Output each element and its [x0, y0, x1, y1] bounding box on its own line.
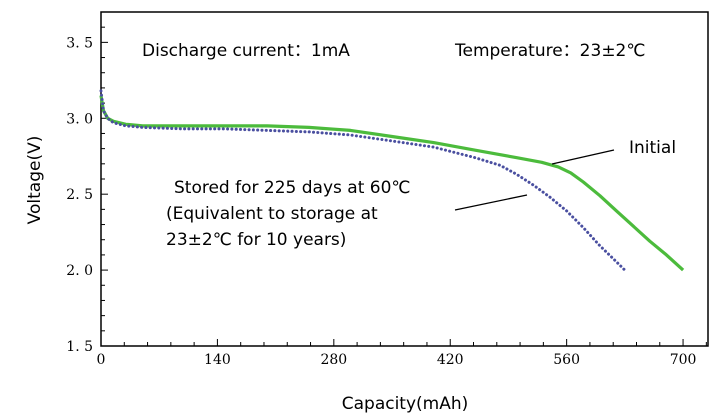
- x-tick-label: 560: [553, 352, 580, 368]
- y-axis-label: Voltage(V): [25, 136, 45, 225]
- y-tick-label: 3. 0: [66, 111, 93, 127]
- temperature-annotation: Temperature：23±2℃: [454, 41, 645, 61]
- stored-label-line1: Stored for 225 days at 60℃: [174, 178, 411, 198]
- y-tick-label: 2. 0: [66, 263, 93, 279]
- y-tick-label: 1. 5: [66, 339, 93, 355]
- y-tick-label: 3. 5: [66, 35, 93, 51]
- stored-leader-line: [454, 194, 528, 211]
- initial-series-line: [99, 95, 685, 272]
- initial-label: Initial: [629, 138, 676, 158]
- series-group: [99, 89, 685, 272]
- x-tick-label: 140: [204, 352, 231, 368]
- stored-series-line: [99, 89, 627, 272]
- initial-leader-line: [551, 149, 615, 165]
- y-tick-label: 2. 5: [66, 187, 93, 203]
- ticks: 1. 5 2. 0 2. 5 3. 0 3. 5 0 140 280 420 560 700: [66, 11, 707, 368]
- x-tick-label: 280: [320, 352, 347, 368]
- x-tick-label: 0: [97, 352, 106, 368]
- discharge-annotation: Discharge current：1mA: [142, 41, 350, 61]
- x-tick-label: 700: [670, 352, 697, 368]
- stored-label-line2: (Equivalent to storage at: [166, 204, 378, 224]
- x-axis-label: Capacity(mAh): [342, 394, 469, 414]
- stored-label-line3: 23±2℃ for 10 years): [166, 230, 346, 250]
- x-tick-label: 420: [437, 352, 464, 368]
